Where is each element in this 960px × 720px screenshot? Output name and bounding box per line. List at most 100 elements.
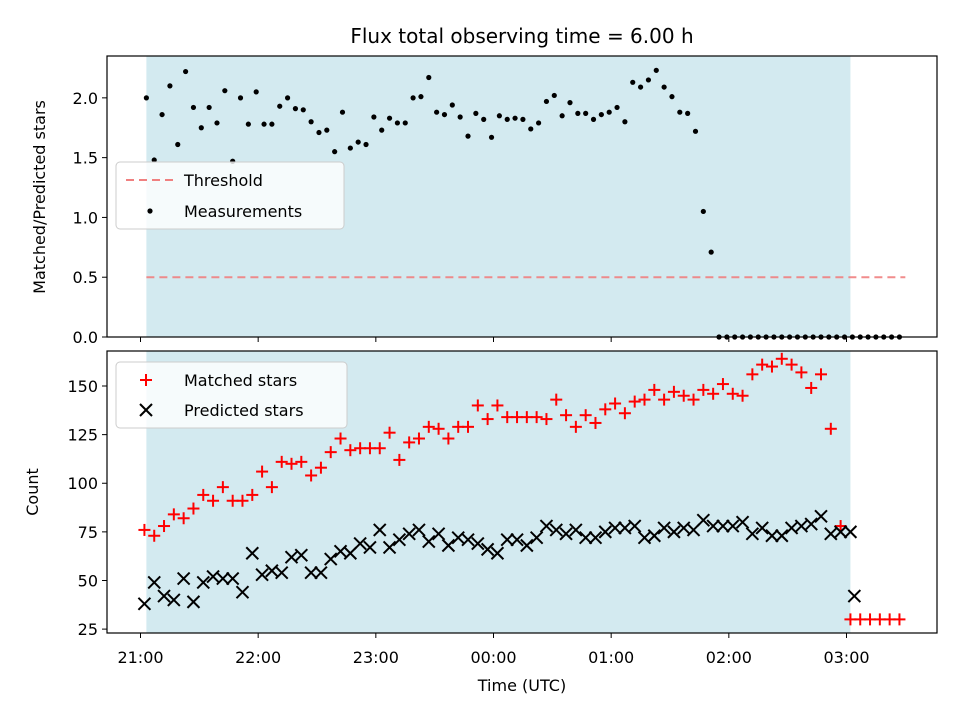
- x-tick-label: 21:00: [117, 648, 163, 667]
- measurement-point: [606, 109, 612, 115]
- x-tick-label: 03:00: [823, 648, 869, 667]
- matched-star-point: [207, 494, 220, 507]
- predicted-star-point: [657, 521, 671, 535]
- measurement-point: [386, 115, 393, 121]
- predicted-star-point: [647, 529, 662, 543]
- predicted-star-point: [706, 519, 720, 533]
- predicted-star-point: [520, 538, 534, 553]
- cross-b: [225, 571, 240, 586]
- y-tick-label: 0.5: [73, 268, 98, 287]
- predicted-star-point: [363, 540, 377, 555]
- cross-b: [745, 527, 760, 541]
- bottom-legend: Matched stars Predicted stars: [115, 361, 348, 429]
- cross-b: [461, 532, 475, 547]
- cross-b: [618, 521, 632, 535]
- measurement-point: [567, 100, 573, 106]
- cross-b: [500, 532, 514, 547]
- measurement-point: [449, 102, 455, 108]
- matched-star-point: [667, 385, 680, 398]
- cross-b: [147, 575, 161, 590]
- measurement-point: [528, 126, 534, 132]
- matched-star-point: [765, 360, 778, 373]
- ratio-panel: 0.00.51.01.52.0 Matched/Predicted stars …: [30, 55, 938, 347]
- predicted-star-point: [529, 530, 544, 545]
- matched-star-point: [138, 523, 151, 536]
- measurement-point: [536, 120, 542, 126]
- matched-star-point: [393, 453, 406, 466]
- bottom-y-axis-ticks: 25 50 75 100 125 150: [67, 377, 107, 639]
- measurement-point: [347, 145, 353, 151]
- predicted-star-point: [490, 546, 505, 560]
- matched-star-point: [746, 368, 759, 381]
- y-tick-label: 150: [67, 377, 98, 396]
- matched-star-point: [707, 387, 720, 400]
- x-tick-label: 00:00: [470, 648, 516, 667]
- predicted-star-point: [137, 597, 152, 611]
- cross-b: [137, 597, 152, 611]
- predicted-star-point: [833, 525, 848, 539]
- cross-b: [706, 519, 720, 533]
- matched-star-point: [305, 469, 318, 482]
- measurement-point: [183, 68, 189, 75]
- predicted-star-point: [471, 536, 485, 551]
- cross-b: [637, 530, 652, 545]
- cross-b: [696, 513, 711, 527]
- measurement-point: [418, 94, 424, 100]
- y-tick-label: 50: [78, 571, 98, 590]
- measurement-point: [692, 128, 699, 134]
- predicted-star-point: [196, 575, 210, 590]
- measurement-point: [151, 157, 157, 163]
- measurement-point: [402, 120, 408, 126]
- predicted-star-point: [255, 567, 269, 582]
- cross-b: [324, 552, 338, 566]
- measurement-point: [379, 127, 385, 133]
- measurement-point: [496, 113, 502, 119]
- predicted-star-point: [422, 534, 436, 549]
- matched-star-point: [236, 494, 249, 507]
- measurement-point: [308, 119, 314, 125]
- cross-b: [647, 529, 662, 543]
- predicted-star-point: [176, 571, 191, 586]
- matched-star-point: [893, 613, 906, 626]
- measurement-point: [434, 109, 440, 115]
- predicted-star-point: [578, 530, 593, 545]
- predicted-star-point: [696, 513, 711, 527]
- cross-b: [716, 519, 730, 533]
- predicted-star-point: [157, 589, 171, 603]
- predicted-star-point: [500, 532, 514, 547]
- cross-b: [735, 515, 750, 529]
- matched-star-point: [599, 403, 612, 416]
- measurement-point: [590, 116, 597, 122]
- matched-star-point: [187, 502, 200, 515]
- measurement-point: [457, 114, 463, 120]
- matched-star-point: [197, 488, 210, 501]
- predicted-star-point: [461, 532, 475, 547]
- predicted-star-point: [627, 519, 642, 533]
- measurement-point: [284, 95, 291, 101]
- cross-b: [794, 519, 809, 533]
- matched-star-point: [442, 432, 455, 445]
- predicted-star-point: [569, 523, 583, 537]
- y-tick-label: 1.0: [73, 208, 98, 227]
- measurement-point: [237, 95, 244, 101]
- matched-star-point: [628, 395, 641, 408]
- cross-b: [382, 540, 397, 555]
- cross-b: [598, 525, 612, 539]
- matched-star-point: [579, 409, 592, 422]
- legend-predicted-swatch: [139, 403, 153, 417]
- predicted-star-point: [314, 566, 328, 580]
- y-tick-label: 25: [78, 620, 98, 639]
- matched-star-point: [756, 358, 769, 371]
- legend-threshold-label: Threshold: [183, 171, 263, 190]
- measurement-point: [175, 141, 181, 148]
- measurement-point: [371, 114, 377, 120]
- predicted-star-point: [598, 525, 612, 539]
- measurement-point: [269, 121, 275, 127]
- predicted-star-point: [412, 523, 426, 537]
- measurement-point: [559, 113, 565, 119]
- predicted-star-point: [431, 527, 446, 541]
- cross-b: [520, 538, 534, 553]
- cross-b: [824, 527, 838, 541]
- count-panel: 25 50 75 100 125 150 21:00 22:00 23:00 00:00 01:0…: [23, 350, 938, 695]
